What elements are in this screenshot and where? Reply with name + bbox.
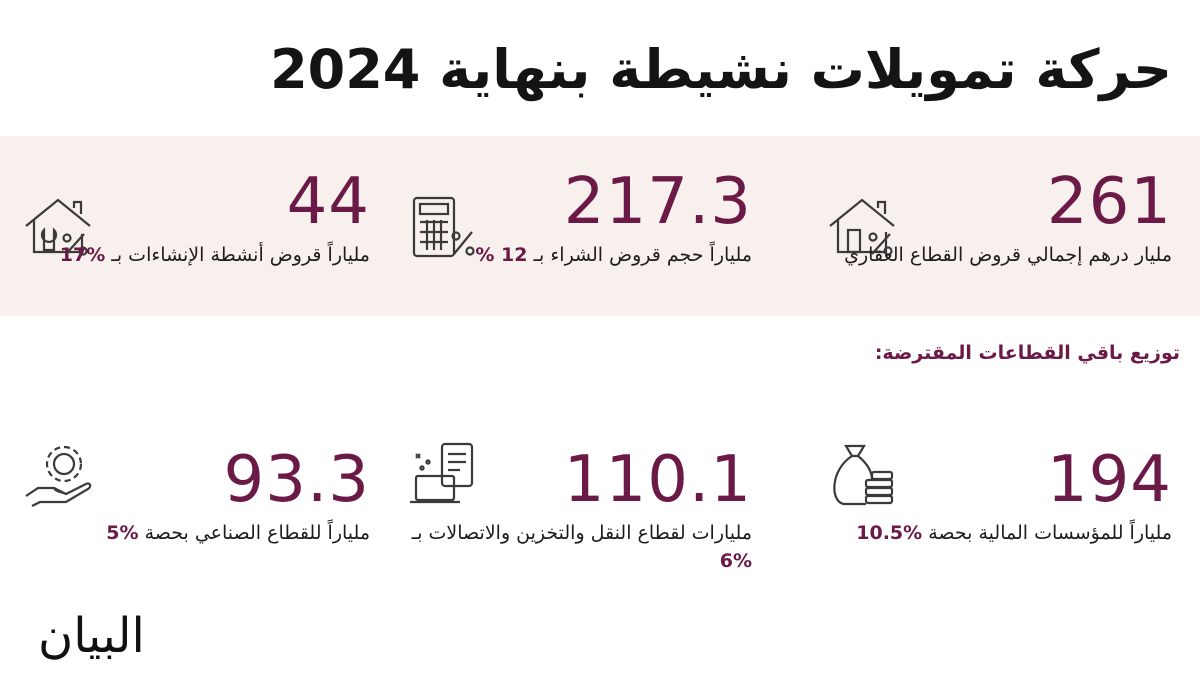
stat-value: 93.3 — [223, 443, 370, 517]
page-title: حركة تمويلات نشيطة بنهاية 2024 — [270, 38, 1172, 101]
laptop-document-icon — [402, 440, 482, 510]
stat-description: ملياراً قروض أنشطة الإنشاءات بـ — [105, 244, 370, 266]
stat-value: 261 — [1046, 165, 1172, 239]
house-wrench-percent-icon — [20, 192, 100, 262]
stat-highlight: %10.5 — [856, 522, 923, 544]
stat-description: مليارات لقطاع النقل والتخزين والاتصالات … — [411, 522, 752, 544]
stat-highlight: 12 % — [475, 244, 528, 266]
brand-logo: البيان — [38, 608, 145, 664]
section-subheading: توزيع باقي القطاعات المقترضة: — [874, 342, 1180, 364]
stat-highlight: %5 — [106, 522, 139, 544]
top-stats-band — [0, 136, 1200, 316]
stat-value: 194 — [1046, 443, 1172, 517]
stat-value: 44 — [286, 165, 370, 239]
stat-description: مليار درهم إجمالي قروض القطاع العقاري — [844, 244, 1172, 266]
stat-highlight: %17 — [59, 244, 106, 266]
stat-description: ملياراً للقطاع الصناعي بحصة — [138, 522, 370, 544]
house-percent-icon — [822, 192, 902, 262]
hand-gear-icon — [20, 440, 100, 510]
stat-description: ملياراً للمؤسسات المالية بحصة — [922, 522, 1172, 544]
stat-description: ملياراً حجم قروض الشراء بـ — [527, 244, 752, 266]
stat-value: 110.1 — [563, 443, 752, 517]
stat-highlight: %6 — [719, 549, 752, 572]
money-bag-coins-icon — [822, 440, 902, 510]
stat-value: 217.3 — [563, 165, 752, 239]
calculator-percent-icon — [402, 192, 482, 262]
